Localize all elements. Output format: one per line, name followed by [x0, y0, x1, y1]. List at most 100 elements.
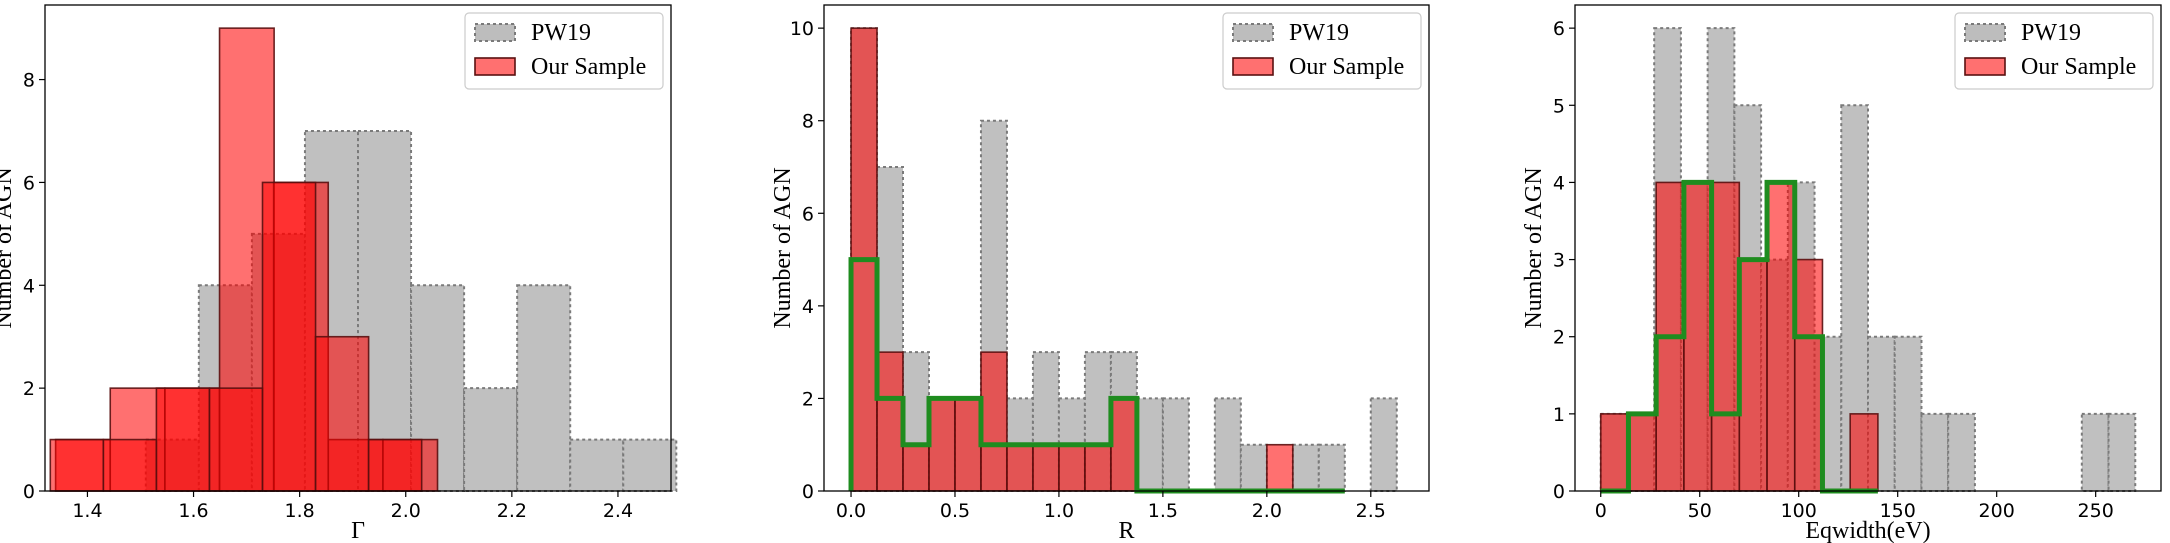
y-tick-label: 2	[1553, 327, 1565, 349]
sample-bar-2-3	[208, 387, 264, 492]
x-tick-label: 2.0	[1252, 500, 1282, 522]
sample-bar-2-5	[314, 335, 370, 492]
pw19-bar-0-19	[2107, 412, 2137, 493]
x-tick-label: 2.2	[497, 500, 527, 522]
y-tick-label: 0	[1553, 481, 1565, 503]
sample-bar-1-3	[928, 397, 956, 492]
x-tick-label: 100	[1781, 500, 1817, 522]
x-tick-label: 1.0	[1044, 500, 1074, 522]
sample-bar-1-0	[1599, 413, 1630, 492]
y-tick-label: 2	[23, 378, 35, 400]
pw19-bar-0-11	[1135, 397, 1164, 492]
plot-frame	[44, 4, 672, 492]
y-tick-label: 5	[1553, 95, 1565, 117]
pw19-bar-0-12	[1161, 397, 1190, 492]
sample-bar-1-16	[1266, 443, 1294, 492]
y-tick-label: 8	[23, 70, 35, 92]
y-tick-label: 1	[1553, 404, 1565, 426]
sample-bar-1-4	[954, 397, 982, 492]
x-tick-label: 0.5	[940, 500, 970, 522]
x-tick-label: 2.5	[1356, 500, 1386, 522]
x-axis-label: Eqwidth(eV)	[1805, 518, 1930, 543]
y-axis-label: Number of AGN	[1521, 167, 1547, 328]
sample-bar-1-1	[876, 351, 904, 492]
y-tick-label: 8	[802, 111, 814, 133]
x-tick-label: 1.6	[178, 500, 208, 522]
sample-bar-1-9	[1849, 413, 1879, 492]
sample-bar-1-8	[1058, 443, 1086, 492]
y-tick-label: 4	[23, 275, 35, 297]
legend-swatch-our-sample	[474, 57, 516, 76]
x-tick-label: 150	[1880, 500, 1916, 522]
y-tick-label: 2	[802, 388, 814, 410]
legend-label-pw19: PW19	[2021, 20, 2081, 46]
histogram-photon-index: 1.4 1.6 1.8 2.0 2.2 2.4 0 2 4 6 8 Γ Number of AGN PW1…	[0, 4, 678, 543]
legend-label-pw19: PW19	[1289, 20, 1349, 46]
pw19-bar-0-17	[1291, 443, 1320, 493]
y-axis-label: Number of AGN	[770, 167, 796, 328]
legend-label-pw19: PW19	[531, 20, 591, 46]
legend: PW19 Our Sample	[464, 12, 664, 90]
pw19-bar-0-20	[1369, 397, 1398, 492]
x-tick-label: 0	[1595, 500, 1607, 522]
histogram-reflection: 0.0 0.5 1.0 1.5 2.0 2.5 0 2 4 6 8 10 R Number of AGN P…	[770, 4, 1430, 543]
sample-bar-1-7	[1793, 258, 1824, 492]
x-tick-label: 1.5	[1148, 500, 1178, 522]
sample-bar-2-0	[49, 438, 105, 492]
sample-bar-1-1	[1627, 413, 1657, 492]
pw19-bar-0-14	[1213, 397, 1242, 492]
pw19-bar-0-13	[1947, 412, 1976, 493]
pw19-bar-0-11	[1893, 335, 1923, 493]
pw19-bar-0-7	[516, 284, 572, 492]
pw19-bar-0-8	[569, 438, 625, 493]
x-axis-label: R	[1118, 518, 1134, 543]
pw19-bar-0-9	[622, 438, 678, 493]
sample-bar-1-5	[1738, 258, 1768, 492]
x-tick-label: 2.0	[391, 500, 421, 522]
x-axis-label: Γ	[351, 518, 365, 543]
x-tick-label: 0.0	[836, 500, 866, 522]
y-tick-label: 4	[802, 296, 814, 318]
y-axis-label: Number of AGN	[0, 167, 17, 328]
sample-bar-2-2	[155, 387, 211, 492]
y-tick-label: 0	[802, 481, 814, 503]
pw19-bar-0-18	[2080, 412, 2110, 493]
legend-label-our-sample: Our Sample	[1289, 54, 1404, 80]
legend-label-our-sample: Our Sample	[531, 54, 646, 80]
x-tick-label: 50	[1688, 500, 1712, 522]
y-tick-label: 6	[802, 203, 814, 225]
pw19-bar-0-15	[1239, 443, 1268, 493]
plot-frame	[823, 4, 1430, 492]
y-tick-label: 6	[1553, 18, 1565, 40]
sample-bar-2-1	[102, 438, 158, 492]
sample-bar-1-2	[902, 443, 930, 492]
histogram-equivalent-width: 0 50 100 150 200 250 0 1 2 3 4 5 6 Eqwidth(eV) Number …	[1521, 4, 2162, 543]
y-tick-label: 0	[23, 481, 35, 503]
legend: PW19 Our Sample	[1954, 12, 2154, 90]
sample-bar-1-5	[980, 351, 1008, 492]
sample-bar-1-10	[1110, 397, 1138, 492]
legend-swatch-pw19	[1232, 23, 1274, 42]
legend-swatch-pw19	[474, 23, 516, 42]
x-tick-label: 1.8	[285, 500, 315, 522]
legend: PW19 Our Sample	[1222, 12, 1422, 90]
sample-bar-2-6	[367, 438, 423, 492]
y-tick-label: 3	[1553, 250, 1565, 272]
sample-bar-1-6	[1766, 181, 1796, 492]
x-tick-label: 2.4	[603, 500, 633, 522]
x-tick-label: 1.4	[72, 500, 102, 522]
y-tick-label: 4	[1553, 172, 1565, 194]
pw19-bar-0-6	[463, 387, 519, 492]
plot-frame	[1574, 4, 2162, 492]
legend-label-our-sample: Our Sample	[2021, 54, 2136, 80]
x-tick-label: 250	[2078, 500, 2114, 522]
sample-bar-1-4	[1710, 181, 1741, 492]
sample-bar-1-6	[1006, 443, 1034, 492]
legend-swatch-our-sample	[1232, 57, 1274, 76]
sample-bar-1-7	[1032, 443, 1060, 492]
sample-bar-1-3	[1683, 181, 1713, 492]
y-tick-label: 6	[23, 172, 35, 194]
legend-swatch-pw19	[1964, 23, 2006, 42]
x-tick-label: 200	[1979, 500, 2015, 522]
